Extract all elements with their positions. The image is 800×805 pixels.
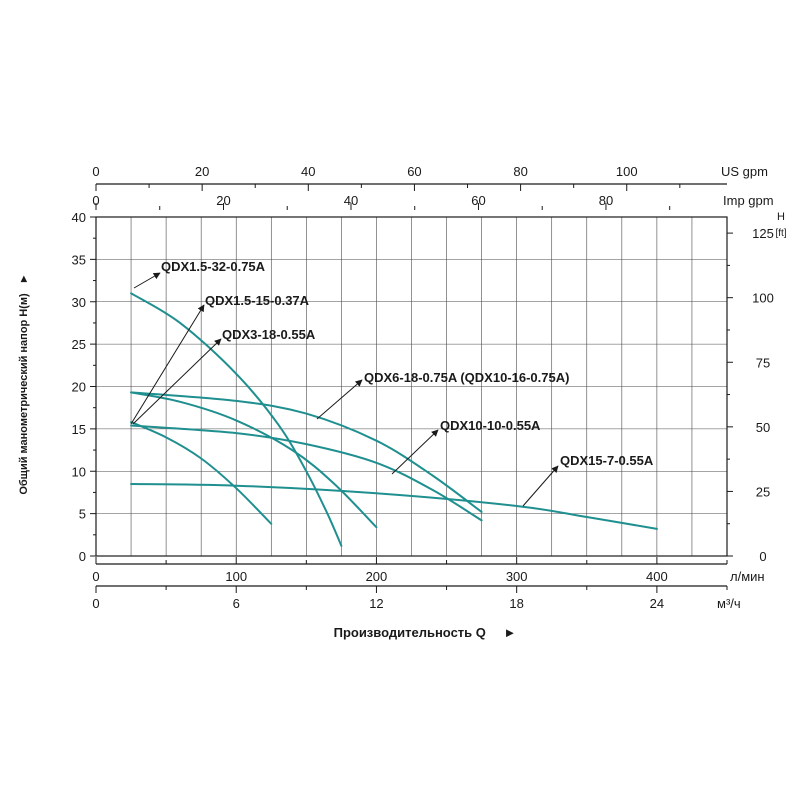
series-label-0: QDX1.5-32-0.75A (161, 259, 266, 274)
usgpm-tick-label: 60 (407, 164, 421, 179)
impgpm-tick-label: 80 (599, 193, 613, 208)
x-tick-label: 200 (366, 569, 388, 584)
impgpm-tick-label: 60 (471, 193, 485, 208)
ft-tick-label: 125 (752, 226, 774, 241)
series-label-2: QDX3-18-0.55A (222, 327, 316, 342)
label-leader-2 (132, 338, 222, 425)
y-tick-label: 5 (79, 507, 86, 522)
x-axis-title: Производительность Q ► (334, 625, 517, 640)
ft-unit-bottom: [ft] (775, 228, 786, 239)
usgpm-unit-label: US gpm (721, 164, 768, 179)
y-axis-title: Общий манометрический напор Н(м) ► (18, 273, 30, 494)
series-line-2 (130, 391, 378, 529)
impgpm-tick-label: 20 (216, 193, 230, 208)
y-tick-label: 40 (72, 210, 86, 225)
grid (95, 216, 728, 557)
m3h-tick-label: 18 (509, 596, 523, 611)
m3h-tick-label: 6 (233, 596, 240, 611)
y-tick-label: 25 (72, 337, 86, 352)
x-axis-title-arrow: ► (504, 625, 517, 640)
m3h-tick-label: 0 (92, 596, 99, 611)
x-tick-label: 100 (225, 569, 247, 584)
x-tick-label: 400 (646, 569, 668, 584)
ft-tick-label: 100 (752, 291, 774, 306)
usgpm-tick-label: 40 (301, 164, 315, 179)
label-leader-0 (133, 272, 161, 289)
x-tick-label: 300 (506, 569, 528, 584)
series-label-4: QDX10-10-0.55A (440, 418, 541, 433)
series-line-0 (130, 292, 343, 547)
y-tick-label: 30 (72, 295, 86, 310)
x-axis-title-text: Производительность Q (334, 625, 486, 640)
label-leader-4 (391, 429, 439, 475)
curve-labels: QDX1.5-32-0.75A QDX1.5-15-0.37A QDX3-18-0.… (130, 259, 654, 507)
y-tick-label: 0 (79, 549, 86, 564)
y-axis-title-text: Общий манометрический напор Н(м) (18, 293, 30, 495)
usgpm-tick-label: 0 (92, 164, 99, 179)
y-tick-label: 35 (72, 252, 86, 267)
usgpm-tick-label: 80 (513, 164, 527, 179)
impgpm-unit-label: Imp gpm (723, 193, 774, 208)
m3h-unit-label: м³/ч (717, 596, 741, 611)
series-label-3: QDX6-18-0.75A (QDX10-16-0.75A) (364, 370, 569, 385)
label-leader-3 (316, 379, 363, 420)
ft-unit-top: H (777, 211, 785, 223)
ft-tick-label: 50 (756, 420, 770, 435)
y-tick-label: 15 (72, 422, 86, 437)
ft-tick-label: 75 (756, 355, 770, 370)
y-tick-label: 10 (72, 464, 86, 479)
impgpm-tick-label: 0 (92, 193, 99, 208)
series-line-3 (130, 391, 483, 513)
series-line-5 (130, 483, 658, 530)
series-line-1 (130, 421, 273, 525)
usgpm-tick-label: 100 (616, 164, 638, 179)
y-tick-label: 20 (72, 380, 86, 395)
m3h-tick-label: 24 (650, 596, 664, 611)
series-label-5: QDX15-7-0.55A (560, 453, 654, 468)
impgpm-tick-label: 40 (344, 193, 358, 208)
series-label-1: QDX1.5-15-0.37A (205, 293, 310, 308)
y-axis-title-arrow: ► (18, 273, 30, 284)
ft-tick-label: 0 (759, 549, 766, 564)
label-leader-5 (522, 465, 559, 507)
label-leader-1 (130, 304, 205, 425)
series-line-4 (130, 424, 483, 522)
ft-tick-label: 25 (756, 484, 770, 499)
usgpm-tick-label: 20 (195, 164, 209, 179)
x-tick-label: 0 (92, 569, 99, 584)
x-unit-label: л/мин (730, 569, 765, 584)
m3h-tick-label: 12 (369, 596, 383, 611)
series-group (130, 292, 658, 547)
